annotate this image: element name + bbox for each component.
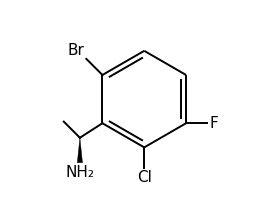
Text: NH₂: NH₂ xyxy=(65,165,94,180)
Text: F: F xyxy=(209,116,218,131)
Text: Cl: Cl xyxy=(138,170,153,185)
Text: Br: Br xyxy=(68,43,85,58)
Polygon shape xyxy=(77,138,82,163)
